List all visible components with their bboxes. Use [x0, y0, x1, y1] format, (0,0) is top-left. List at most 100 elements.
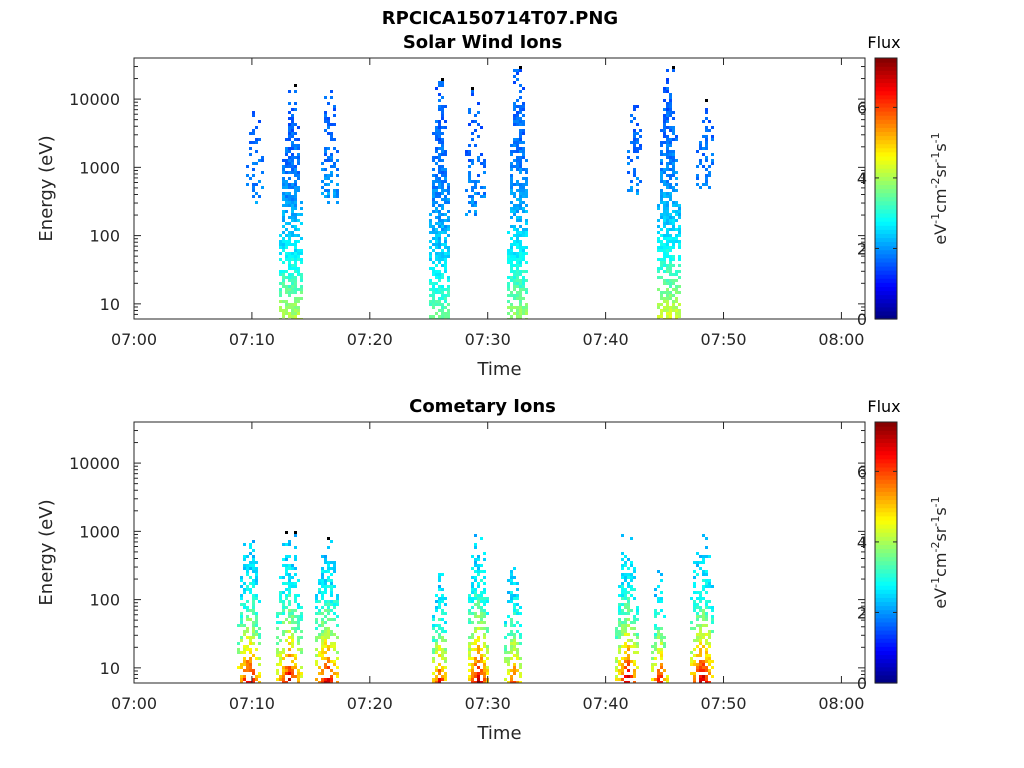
heatmap-cell — [669, 156, 672, 159]
heatmap-cell — [444, 612, 447, 615]
heatmap-cell — [663, 171, 666, 174]
y-tick-label: 10 — [100, 659, 120, 678]
heatmap-cell — [435, 243, 438, 246]
heatmap-cell — [429, 252, 432, 255]
heatmap-cell — [438, 285, 441, 288]
heatmap-cell — [666, 195, 669, 198]
heatmap-cell — [711, 585, 714, 588]
heatmap-cell — [288, 90, 291, 93]
heatmap-cell — [630, 609, 633, 612]
colorbar-segment — [875, 605, 897, 611]
heatmap-cell — [321, 576, 324, 579]
heatmap-cell — [522, 141, 525, 144]
heatmap-cell — [699, 654, 702, 657]
heatmap-cell — [483, 666, 486, 669]
heatmap-cell — [663, 129, 666, 132]
heatmap-cell — [324, 639, 327, 642]
heatmap-cell — [291, 243, 294, 246]
heatmap-cell — [471, 633, 474, 636]
heatmap-cell — [663, 237, 666, 240]
heatmap-cell — [483, 558, 486, 561]
heatmap-cell — [438, 648, 441, 651]
heatmap-cell — [633, 588, 636, 591]
heatmap-cell — [288, 171, 291, 174]
heatmap-cell — [672, 216, 675, 219]
colorbar-segment — [875, 442, 897, 448]
heatmap-cell — [660, 600, 663, 603]
heatmap-cell — [519, 315, 522, 318]
colorbar-segment — [875, 568, 897, 574]
heatmap-cell — [666, 156, 669, 159]
heatmap-cell — [441, 141, 444, 144]
heatmap-cell — [432, 180, 435, 183]
heatmap-cell — [288, 150, 291, 153]
heatmap-cell — [285, 204, 288, 207]
heatmap-cell — [705, 168, 708, 171]
heatmap-cell — [282, 300, 285, 303]
heatmap-cell — [510, 309, 513, 312]
heatmap-cell — [705, 648, 708, 651]
heatmap-cell — [444, 105, 447, 108]
heatmap-cell — [672, 66, 675, 69]
heatmap-cell — [327, 585, 330, 588]
heatmap-cell — [663, 216, 666, 219]
heatmap-cell — [252, 600, 255, 603]
heatmap-cell — [507, 285, 510, 288]
heatmap-cell — [432, 618, 435, 621]
heatmap-cell — [297, 177, 300, 180]
heatmap-cell — [435, 624, 438, 627]
heatmap-cell — [516, 165, 519, 168]
heatmap-cell — [297, 678, 300, 681]
heatmap-cell — [696, 177, 699, 180]
heatmap-cell — [510, 573, 513, 576]
heatmap-cell — [633, 138, 636, 141]
heatmap-cell — [663, 300, 666, 303]
heatmap-cell — [252, 168, 255, 171]
colorbar-segment — [875, 634, 897, 639]
heatmap-cell — [285, 555, 288, 558]
heatmap-cell — [522, 288, 525, 291]
heatmap-cell — [516, 99, 519, 102]
heatmap-cell — [288, 669, 291, 672]
heatmap-cell — [513, 213, 516, 216]
heatmap-cell — [279, 678, 282, 681]
colorbar-segment — [875, 233, 897, 239]
heatmap-cell — [663, 207, 666, 210]
heatmap-cell — [516, 246, 519, 249]
heatmap-cell — [441, 165, 444, 168]
heatmap-cell — [663, 297, 666, 300]
heatmap-cell — [471, 657, 474, 660]
heatmap-cell — [693, 672, 696, 675]
colorbar-segment — [875, 585, 897, 590]
heatmap-cell — [516, 198, 519, 201]
heatmap-cell — [696, 612, 699, 615]
heatmap-cell — [468, 642, 471, 645]
heatmap-cell — [507, 600, 510, 603]
heatmap-cell — [708, 681, 711, 683]
heatmap-cell — [333, 645, 336, 648]
heatmap-cell — [657, 207, 660, 210]
heatmap-cell — [477, 672, 480, 675]
colorbar-segment — [875, 111, 897, 116]
heatmap-cell — [636, 609, 639, 612]
heatmap-cell — [294, 609, 297, 612]
heatmap-cell — [510, 144, 513, 147]
heatmap-cell — [333, 642, 336, 645]
heatmap-cell — [258, 138, 261, 141]
heatmap-cell — [285, 270, 288, 273]
heatmap-cell — [513, 105, 516, 108]
heatmap-cell — [285, 306, 288, 309]
heatmap-cell — [675, 228, 678, 231]
heatmap-cell — [693, 648, 696, 651]
heatmap-cell — [474, 213, 477, 216]
colorbar-tick-label: 0 — [857, 674, 867, 693]
heatmap-cell — [474, 681, 477, 683]
heatmap-cell — [441, 654, 444, 657]
heatmap-cell — [435, 132, 438, 135]
heatmap-cell — [705, 591, 708, 594]
heatmap-cell — [666, 243, 669, 246]
colorbar-tick-label: 2 — [857, 239, 867, 258]
heatmap-cell — [513, 252, 516, 255]
heatmap-cell — [516, 642, 519, 645]
heatmap-cell — [444, 270, 447, 273]
